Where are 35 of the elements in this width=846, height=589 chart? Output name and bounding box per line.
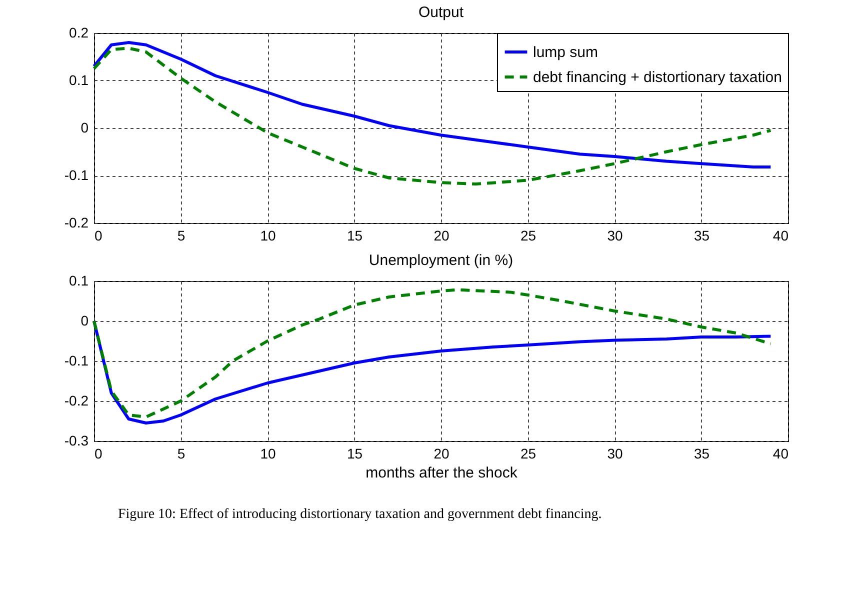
x-tick-label: 25	[520, 446, 536, 462]
x-tick-label: 0	[94, 228, 102, 244]
x-tick-label: 30	[607, 446, 623, 462]
y-tick-label: -0.2	[64, 392, 89, 408]
caption: Figure 10: Effect of introducing distortionary taxation and government debt financing.	[118, 507, 603, 523]
x-tick-label: 5	[177, 446, 186, 462]
x-tick-label: 10	[260, 228, 276, 244]
chart-title: Unemployment (in %)	[368, 252, 514, 269]
x-tick-label: 0	[94, 446, 102, 462]
y-tick-label: -0.1	[64, 352, 89, 368]
y-tick-label: 0.2	[69, 24, 89, 40]
x-axis-title: months after the shock	[366, 464, 518, 482]
y-tick-label: 0	[80, 312, 89, 328]
line-series	[92, 288, 772, 418]
y-tick-label: 0.1	[69, 72, 89, 88]
x-tick-label: 25	[520, 228, 536, 244]
y-tick-label: -0.1	[64, 167, 89, 183]
x-tick-label: 40	[772, 446, 789, 462]
legend-label: debt financing + distortionary taxation	[533, 69, 782, 86]
x-tick-label: 40	[772, 228, 789, 244]
y-tick-label: 0	[80, 120, 89, 136]
x-tick-label: 10	[260, 446, 276, 462]
chart-title: Output	[418, 4, 464, 21]
x-tick-label: 30	[607, 228, 623, 244]
x-tick-label: 20	[434, 446, 450, 462]
x-tick-label: 5	[177, 228, 186, 244]
x-tick-label: 15	[346, 228, 363, 244]
y-tick-label: 0.1	[69, 272, 89, 288]
y-tick-label: -0.3	[64, 432, 89, 448]
x-tick-label: 20	[434, 228, 450, 244]
x-tick-label: 15	[346, 446, 363, 462]
legend-label: lump sum	[533, 44, 598, 61]
y-tick-label: -0.2	[64, 214, 89, 230]
x-tick-label: 35	[694, 228, 710, 244]
x-tick-label: 35	[694, 446, 710, 462]
